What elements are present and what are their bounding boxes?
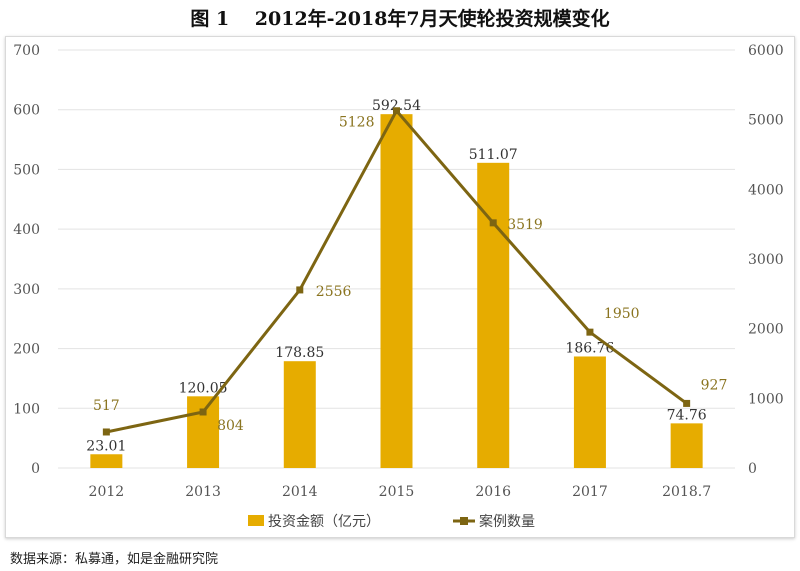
line-marker (586, 328, 594, 336)
bar (283, 361, 316, 468)
y-left-tick: 500 (13, 162, 40, 178)
bar-label: 511.07 (469, 147, 518, 163)
source-note: 数据来源：私募通，如是金融研究院 (10, 552, 219, 567)
bar-label: 23.01 (86, 438, 126, 454)
legend-line-marker (460, 517, 468, 525)
y-left-tick: 700 (13, 43, 40, 59)
legend-bar-swatch (248, 515, 264, 526)
x-tick: 2016 (475, 484, 511, 500)
y-right-tick: 5000 (748, 113, 784, 129)
line-label: 804 (217, 418, 244, 434)
bar-label: 120.05 (179, 380, 228, 396)
x-tick: 2017 (572, 484, 608, 500)
line-marker (102, 428, 110, 436)
line-label: 5128 (339, 115, 375, 131)
y-left-tick: 200 (13, 342, 40, 358)
bar-label: 186.76 (565, 340, 614, 356)
x-tick: 2014 (282, 484, 318, 500)
bar-label: 178.85 (275, 345, 324, 361)
bar (477, 162, 510, 468)
y-left-tick: 100 (13, 401, 40, 417)
bar (187, 396, 220, 468)
line-label: 2556 (316, 284, 352, 300)
y-left-tick: 600 (13, 103, 40, 119)
bar (90, 454, 123, 468)
x-tick: 2013 (185, 484, 221, 500)
y-right-tick: 6000 (748, 43, 784, 59)
y-right-tick: 3000 (748, 252, 784, 268)
legend-bar-label: 投资金额（亿元） (268, 514, 380, 530)
line-label: 3519 (507, 217, 543, 233)
line-marker (199, 408, 207, 416)
y-left-tick: 0 (31, 461, 40, 477)
x-tick: 2018.7 (662, 484, 711, 500)
y-right-tick: 1000 (748, 391, 784, 407)
chart-title: 图 1 2012年-2018年7月天使轮投资规模变化 (190, 8, 610, 30)
bar (670, 423, 703, 468)
bar-label: 74.76 (667, 407, 707, 423)
line-marker (683, 399, 691, 407)
y-left-tick: 300 (13, 282, 40, 298)
bar (380, 114, 413, 468)
y-right-tick: 4000 (748, 182, 784, 198)
chart-frame (5, 36, 795, 538)
legend-line-label: 案例数量 (479, 513, 535, 530)
line-label: 927 (701, 377, 728, 393)
bar (573, 356, 606, 468)
line-label: 517 (93, 398, 120, 414)
y-left-tick: 400 (13, 222, 40, 238)
line-marker (296, 286, 304, 294)
line-marker (489, 219, 497, 227)
y-right-tick: 0 (748, 461, 757, 477)
line-label: 1950 (604, 306, 640, 322)
bar-label: 592.54 (372, 98, 421, 114)
y-right-tick: 2000 (748, 322, 784, 338)
line-marker (393, 107, 400, 115)
x-tick: 2015 (379, 484, 415, 500)
x-tick: 2012 (89, 484, 125, 500)
